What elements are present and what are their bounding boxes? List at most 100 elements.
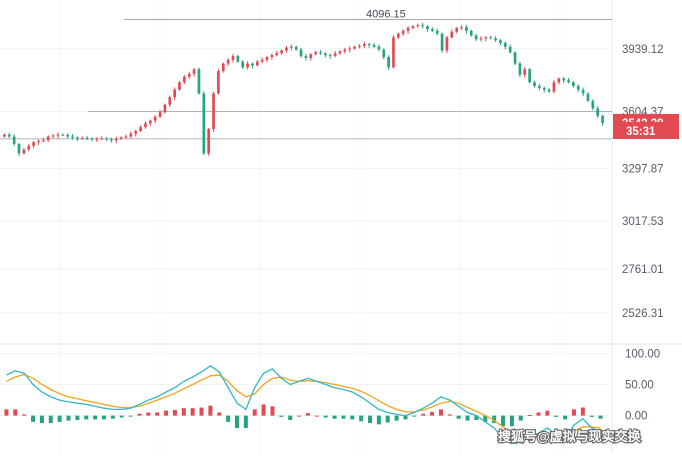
histogram-bar	[101, 415, 106, 420]
candles-layer	[3, 22, 604, 157]
candle-body	[226, 59, 230, 64]
histogram-bar	[447, 414, 452, 416]
histogram-bar	[492, 415, 497, 424]
candle-body	[533, 82, 536, 86]
candle-body	[139, 127, 142, 131]
candle-body	[479, 38, 483, 40]
candle-body	[290, 46, 293, 48]
histogram-bar	[208, 405, 213, 416]
candle-body	[80, 137, 84, 139]
candle-body	[294, 46, 298, 50]
histogram-bar	[270, 406, 275, 416]
histogram-bar	[261, 404, 266, 416]
countdown-tag-bg	[613, 122, 679, 139]
candle-body	[411, 26, 415, 29]
candle-body	[183, 76, 186, 83]
candle-body	[144, 123, 147, 128]
candle-body	[163, 104, 167, 113]
candle-body	[562, 78, 566, 81]
histogram-bar	[394, 415, 399, 421]
histogram-bar	[598, 415, 603, 419]
candle-body	[377, 46, 381, 50]
histogram-bar	[66, 415, 71, 421]
candle-body	[231, 56, 235, 60]
histogram-bar	[252, 409, 257, 416]
candle-body	[333, 53, 337, 57]
histogram-bar	[243, 415, 248, 429]
high-price-label: 4096.15	[366, 8, 406, 20]
histogram-bar	[563, 415, 568, 420]
histogram-bar	[385, 415, 390, 423]
histogram-bar	[305, 413, 310, 416]
histogram-bar	[571, 409, 576, 416]
histogram-bar	[146, 412, 151, 416]
histogram-bar	[137, 413, 142, 416]
candle-body	[202, 93, 206, 154]
candle-body	[285, 47, 288, 51]
candle-body	[367, 43, 371, 45]
candle-body	[499, 40, 502, 43]
candle-body	[572, 82, 575, 86]
histogram-bar	[48, 415, 53, 424]
candle-body	[148, 120, 152, 124]
candle-body	[173, 89, 176, 98]
candle-body	[178, 82, 181, 90]
candle-body	[557, 78, 561, 83]
histogram-bar	[84, 415, 89, 420]
histogram-bar	[314, 415, 319, 417]
histogram-bar	[438, 409, 443, 416]
histogram-bar	[164, 410, 169, 416]
histogram-bar	[110, 415, 115, 419]
candle-body	[124, 136, 128, 138]
candle-body	[85, 137, 89, 139]
histogram-bar	[93, 415, 98, 420]
histogram-bar	[288, 415, 293, 420]
candle-body	[596, 108, 600, 116]
candle-body	[528, 69, 531, 83]
candle-body	[353, 46, 356, 49]
candle-body	[465, 27, 468, 31]
histogram-bar	[57, 415, 62, 422]
price-axis-tick-label: 3939.12	[622, 44, 664, 56]
candle-body	[280, 50, 283, 54]
candle-body	[309, 54, 313, 58]
candle-body	[455, 28, 459, 32]
histogram-bar	[341, 415, 346, 419]
candle-body	[241, 61, 245, 68]
histogram-bar	[22, 414, 27, 416]
candle-body	[601, 115, 604, 123]
candle-body	[17, 143, 21, 154]
oscillator-layer	[4, 365, 603, 445]
candle-body	[416, 25, 420, 27]
histogram-bar	[430, 411, 435, 416]
histogram-bar	[128, 415, 133, 417]
candle-body	[445, 37, 449, 51]
candle-body	[523, 69, 527, 75]
histogram-bar	[217, 412, 222, 416]
histogram-bar	[483, 415, 488, 422]
histogram-bar	[474, 415, 479, 420]
candle-body	[129, 133, 133, 137]
oscillator-axis-tick-label: 0.00	[625, 411, 647, 423]
histogram-bar	[456, 415, 461, 419]
histogram-bar	[181, 408, 186, 416]
candle-body	[503, 43, 507, 47]
candle-body	[212, 93, 215, 129]
histogram-bar	[75, 415, 80, 420]
candle-body	[372, 44, 376, 47]
candle-body	[76, 137, 79, 139]
candle-body	[319, 52, 322, 54]
signal-line	[6, 373, 601, 439]
candle-body	[426, 26, 429, 29]
candle-body	[401, 30, 405, 34]
candle-body	[576, 86, 580, 90]
candle-body	[192, 69, 196, 74]
candle-body	[435, 30, 439, 34]
candle-body	[41, 140, 45, 142]
candle-body	[338, 51, 342, 54]
histogram-bar	[509, 415, 514, 427]
candle-body	[95, 138, 99, 140]
candle-body	[538, 86, 541, 88]
